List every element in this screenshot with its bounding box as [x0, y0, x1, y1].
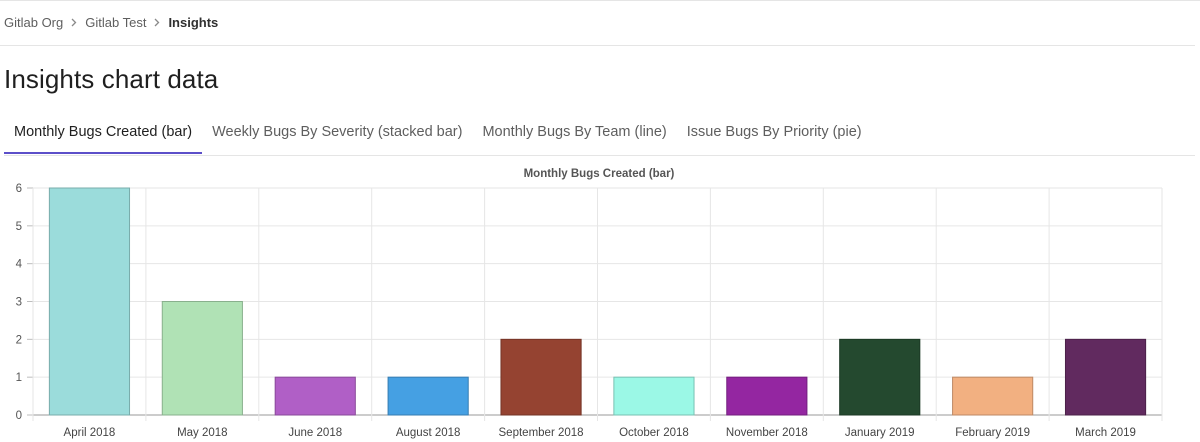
top-divider	[0, 0, 1200, 1]
y-tick-label: 3	[16, 297, 22, 309]
x-tick-label: February 2019	[955, 427, 1030, 439]
bar	[387, 376, 469, 416]
y-tick-label: 5	[16, 221, 22, 233]
y-tick-label: 1	[16, 372, 22, 384]
x-tick-label: October 2018	[619, 427, 689, 439]
breadcrumb-divider	[0, 45, 1195, 46]
x-tick-label: August 2018	[396, 427, 461, 439]
chart-tabs: Monthly Bugs Created (bar) Weekly Bugs B…	[4, 111, 1195, 156]
y-tick-label: 2	[16, 334, 22, 346]
y-tick-label: 4	[16, 259, 23, 271]
bar-chart-container: Monthly Bugs Created (bar) 0 1 2 3 4 5 6 April 2…	[0, 158, 1200, 442]
tab-weekly-bugs-by-severity[interactable]: Weekly Bugs By Severity (stacked bar)	[212, 123, 463, 140]
bar	[274, 376, 356, 416]
tab-monthly-bugs-by-team[interactable]: Monthly Bugs By Team (line)	[482, 123, 667, 140]
chart-title: Monthly Bugs Created (bar)	[524, 168, 675, 180]
bar	[726, 376, 808, 416]
chevron-right-icon	[154, 18, 160, 27]
x-tick-label: June 2018	[288, 427, 342, 439]
tab-monthly-bugs-created[interactable]: Monthly Bugs Created (bar)	[4, 111, 203, 154]
x-tick-label: May 2018	[177, 427, 228, 439]
bar	[1064, 338, 1147, 416]
bar	[500, 338, 582, 416]
tab-issue-bugs-by-priority[interactable]: Issue Bugs By Priority (pie)	[686, 123, 862, 140]
breadcrumb-item-gitlab-test[interactable]: Gitlab Test	[85, 14, 147, 30]
x-tick-label: November 2018	[726, 427, 808, 439]
breadcrumb-item-gitlab-org[interactable]: Gitlab Org	[4, 14, 64, 30]
bar	[613, 376, 695, 416]
y-tick-label: 0	[16, 410, 22, 422]
bar	[952, 376, 1034, 416]
breadcrumb: Gitlab Org Gitlab Test Insights	[4, 13, 218, 31]
x-tick-label: April 2018	[64, 427, 116, 439]
bar	[839, 338, 921, 416]
page-title: Insights chart data	[4, 64, 219, 94]
y-tick-label: 6	[16, 183, 22, 195]
bar	[48, 187, 131, 416]
x-tick-label: January 2019	[845, 427, 915, 439]
bar	[161, 301, 243, 416]
chevron-right-icon	[71, 18, 77, 27]
breadcrumb-item-insights: Insights	[168, 14, 219, 30]
bar-chart: Monthly Bugs Created (bar) 0 1 2 3 4 5 6 April 2…	[16, 168, 1163, 439]
x-tick-label: September 2018	[499, 427, 584, 439]
x-tick-label: March 2019	[1075, 427, 1136, 439]
